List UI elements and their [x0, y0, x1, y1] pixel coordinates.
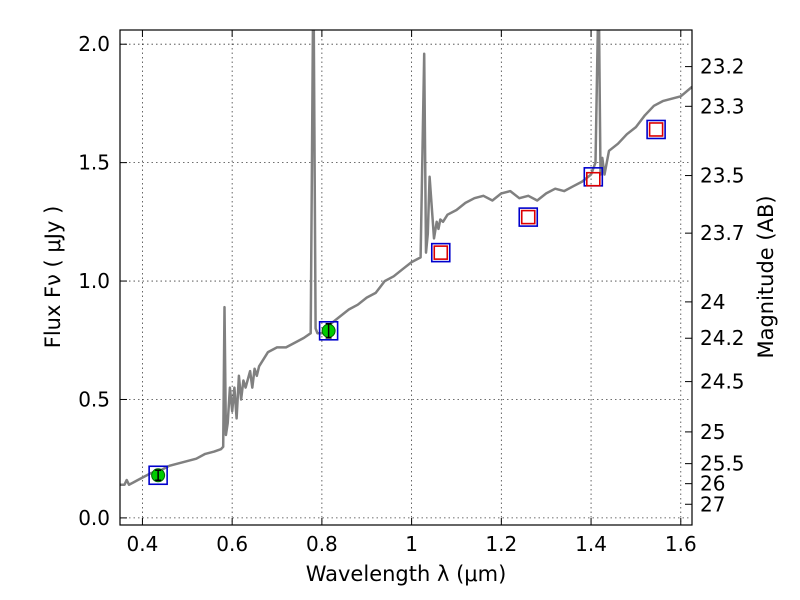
- mag-tick-label: 23.5: [700, 164, 745, 188]
- mag-tick-label: 27: [700, 492, 725, 516]
- upper-limit-marker: [586, 171, 601, 187]
- model-band-marker: [430, 242, 451, 263]
- x-tick-label: 1.4: [575, 532, 607, 556]
- x-tick-label: 1.6: [665, 532, 697, 556]
- grid-lines: [120, 30, 692, 525]
- model-band-marker: [318, 320, 339, 341]
- mag-tick-label: 24.5: [700, 370, 745, 394]
- mag-tick-label: 24: [700, 290, 725, 314]
- mag-tick-label: 23.2: [700, 55, 745, 79]
- upper-limit-marker: [520, 209, 536, 225]
- mag-tick-label: 26: [700, 472, 725, 496]
- plot-frame: [119, 29, 693, 526]
- mag-tick-label: 23.7: [700, 221, 745, 245]
- right-axis-label: Magnitude (AB): [754, 195, 778, 358]
- mag-tick-label: 25: [700, 420, 725, 444]
- marker-layer: [148, 119, 666, 486]
- y-tick-label: 0.5: [78, 387, 110, 411]
- tick-layer: 0.4 0.6 0.8 1 1.2 1.4 1.6 0.0 0.5 1.0 1.5 2.0 23.2 23…: [78, 30, 745, 556]
- x-axis-label: Wavelength λ (μm): [306, 562, 507, 586]
- y-tick-label: 0.0: [78, 506, 110, 530]
- mag-tick-label: 23.3: [700, 94, 745, 118]
- upper-limit-marker: [648, 122, 664, 137]
- model-band-marker: [518, 207, 539, 227]
- model-spectrum-line: [120, 30, 692, 486]
- upper-limit-marker: [433, 245, 449, 260]
- mag-tick-label: 24.2: [700, 326, 745, 350]
- x-tick-label: 0.8: [306, 532, 338, 556]
- x-tick-label: 1.2: [485, 532, 517, 556]
- x-tick-label: 0.6: [216, 532, 248, 556]
- spectrum-layer: [120, 30, 692, 486]
- x-tick-label: 0.4: [127, 532, 159, 556]
- mag-tick-label: 25.5: [700, 452, 745, 476]
- model-band-marker: [646, 119, 666, 140]
- y-axis-label: Flux Fν ( μJy ): [41, 206, 65, 349]
- model-band-marker: [148, 465, 168, 486]
- y-tick-label: 1.5: [78, 151, 110, 175]
- y-tick-label: 2.0: [78, 32, 110, 56]
- x-tick-label: 1: [405, 532, 418, 556]
- y-tick-label: 1.0: [78, 269, 110, 293]
